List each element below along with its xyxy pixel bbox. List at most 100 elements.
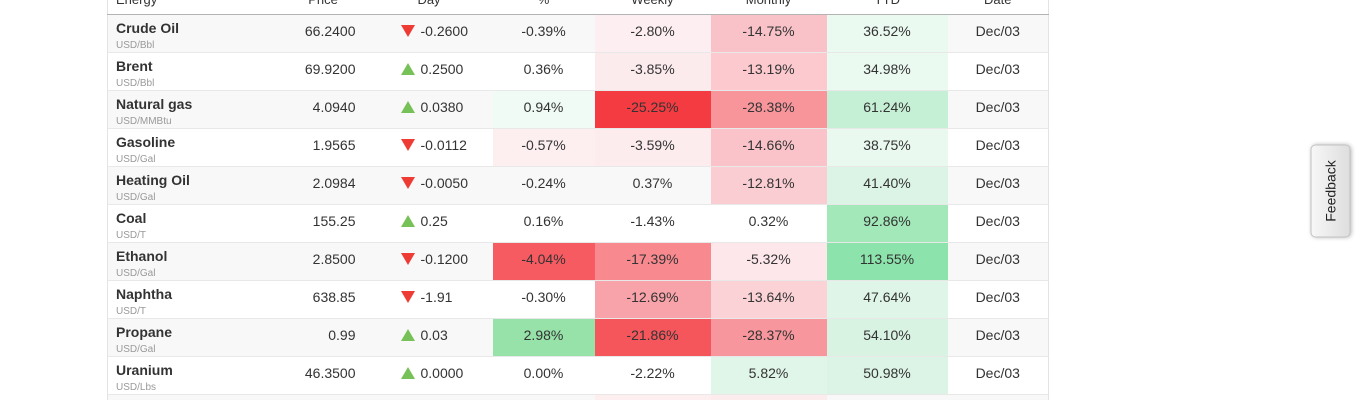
commodity-cell: Gasoline USD/Gal <box>107 128 281 167</box>
day-change-cell: -0.0112 <box>365 128 493 167</box>
ytd-cell: 34.98% <box>826 52 948 91</box>
day-change-value: -0.1200 <box>420 250 468 267</box>
commodity-link[interactable]: Heating Oil <box>116 171 190 188</box>
day-change-value: -0.0050 <box>420 174 468 191</box>
up-triangle-icon <box>400 328 415 341</box>
day-change-cell: -0.2600 <box>365 14 493 53</box>
ytd-cell: 92.86% <box>826 204 948 243</box>
column-header-price: Price <box>280 0 366 15</box>
day-percent-cell: 2.98% <box>492 318 595 357</box>
monthly-cell: -28.38% <box>710 90 827 129</box>
monthly-cell: -7.75% <box>710 394 827 400</box>
date-cell: Dec/03 <box>947 128 1049 167</box>
feedback-button[interactable]: Feedback <box>1310 144 1351 238</box>
commodity-link[interactable]: Coal <box>116 209 147 226</box>
weekly-cell: -2.93% <box>594 394 711 400</box>
ytd-cell: 50.98% <box>826 356 948 395</box>
date-cell: Dec/03 <box>947 318 1049 357</box>
commodity-unit: USD/T <box>116 305 146 317</box>
up-triangle-icon <box>400 366 415 379</box>
price-cell: 1.9565 <box>280 128 366 167</box>
day-change-cell: 0.0000 <box>365 356 493 395</box>
date-cell: Dec/03 <box>947 204 1049 243</box>
commodity-link[interactable]: Uranium <box>116 361 173 378</box>
ytd-cell: 38.75% <box>826 128 948 167</box>
day-change-cell: -1.91 <box>365 280 493 319</box>
table-row: Ethanol USD/Gal 2.8500 -0.1200 -4.04% -17.39%… <box>107 242 1049 281</box>
table-row: Propane USD/Gal 0.99 0.03 2.98% -21.86% -28.37… <box>107 318 1049 357</box>
table-row: Methanol2,620.00-11.90-0.42%-2.93%-7.75%… <box>107 394 1049 400</box>
up-triangle-icon <box>400 62 415 75</box>
table-row: Coal USD/T 155.25 0.25 0.16% -1.43% 0.32% 92.86… <box>107 204 1049 243</box>
column-header-date: Date <box>947 0 1049 15</box>
commodity-link[interactable]: Propane <box>116 323 173 340</box>
price-cell: 4.0940 <box>280 90 366 129</box>
commodity-link[interactable]: Ethanol <box>116 247 168 264</box>
day-change-value: 0.0000 <box>420 364 464 381</box>
day-change-value: -0.0112 <box>420 136 467 153</box>
day-percent-cell: 0.94% <box>492 90 595 129</box>
commodity-unit: USD/MMBtu <box>116 115 172 127</box>
monthly-cell: -12.81% <box>710 166 827 205</box>
price-cell: 69.9200 <box>280 52 366 91</box>
down-triangle-icon <box>400 24 415 37</box>
day-change-cell: -0.0050 <box>365 166 493 205</box>
column-header-weekly: Weekly <box>594 0 711 15</box>
monthly-cell: -13.64% <box>710 280 827 319</box>
commodity-cell: Uranium USD/Lbs <box>107 356 281 395</box>
commodity-link[interactable]: Crude Oil <box>116 19 180 36</box>
down-triangle-icon <box>400 252 415 265</box>
day-change-value: -0.2600 <box>420 22 468 39</box>
ytd-cell: 61.24% <box>826 90 948 129</box>
monthly-cell: -5.32% <box>710 242 827 281</box>
date-cell: Dec/03 <box>947 90 1049 129</box>
weekly-cell: -17.39% <box>594 242 711 281</box>
day-change-cell: 0.0380 <box>365 90 493 129</box>
commodity-cell: Brent USD/Bbl <box>107 52 281 91</box>
column-header-percent: % <box>492 0 595 15</box>
commodity-link[interactable]: Brent <box>116 57 153 74</box>
commodity-cell: Heating Oil USD/Gal <box>107 166 281 205</box>
date-cell: Dec/03 <box>947 242 1049 281</box>
weekly-cell: -3.85% <box>594 52 711 91</box>
ytd-cell: 36.52% <box>826 14 948 53</box>
down-triangle-icon <box>400 290 415 303</box>
commodity-cell: Naphtha USD/T <box>107 280 281 319</box>
weekly-cell: -2.22% <box>594 356 711 395</box>
price-cell: 2.8500 <box>280 242 366 281</box>
day-change-cell: 0.03 <box>365 318 493 357</box>
date-cell: Dec/03 <box>947 394 1049 400</box>
commodity-link[interactable]: Naphtha <box>116 285 172 302</box>
ytd-cell: 113.55% <box>826 242 948 281</box>
price-cell: 66.2400 <box>280 14 366 53</box>
date-cell: Dec/03 <box>947 166 1049 205</box>
day-change-value: 0.25 <box>420 212 448 229</box>
weekly-cell: -2.80% <box>594 14 711 53</box>
date-cell: Dec/03 <box>947 280 1049 319</box>
weekly-cell: -3.59% <box>594 128 711 167</box>
commodity-unit: USD/Bbl <box>116 77 155 89</box>
day-percent-cell: -0.39% <box>492 14 595 53</box>
table-header: Energy Price Day % Weekly Monthly YTD Da… <box>107 0 1049 15</box>
weekly-cell: -1.43% <box>594 204 711 243</box>
monthly-cell: 5.82% <box>710 356 827 395</box>
table-row: Naphtha USD/T 638.85 -1.91 -0.30% -12.69% -13.… <box>107 280 1049 319</box>
date-cell: Dec/03 <box>947 14 1049 53</box>
column-header-energy: Energy <box>107 0 281 15</box>
day-change-value: 0.03 <box>420 326 448 343</box>
commodity-link[interactable]: Gasoline <box>116 133 176 150</box>
price-cell: 155.25 <box>280 204 366 243</box>
commodity-unit: USD/Gal <box>116 267 156 279</box>
price-cell: 2.0984 <box>280 166 366 205</box>
commodity-cell: Methanol <box>107 394 281 400</box>
table-row: Heating Oil USD/Gal 2.0984 -0.0050 -0.24% 0.3… <box>107 166 1049 205</box>
commodity-unit: USD/T <box>116 229 146 241</box>
down-triangle-icon <box>400 176 415 189</box>
up-triangle-icon <box>400 214 415 227</box>
weekly-cell: -21.86% <box>594 318 711 357</box>
day-percent-cell: -4.04% <box>492 242 595 281</box>
commodity-cell: Propane USD/Gal <box>107 318 281 357</box>
commodity-cell: Ethanol USD/Gal <box>107 242 281 281</box>
day-percent-cell: 0.36% <box>492 52 595 91</box>
commodity-link[interactable]: Natural gas <box>116 95 193 112</box>
